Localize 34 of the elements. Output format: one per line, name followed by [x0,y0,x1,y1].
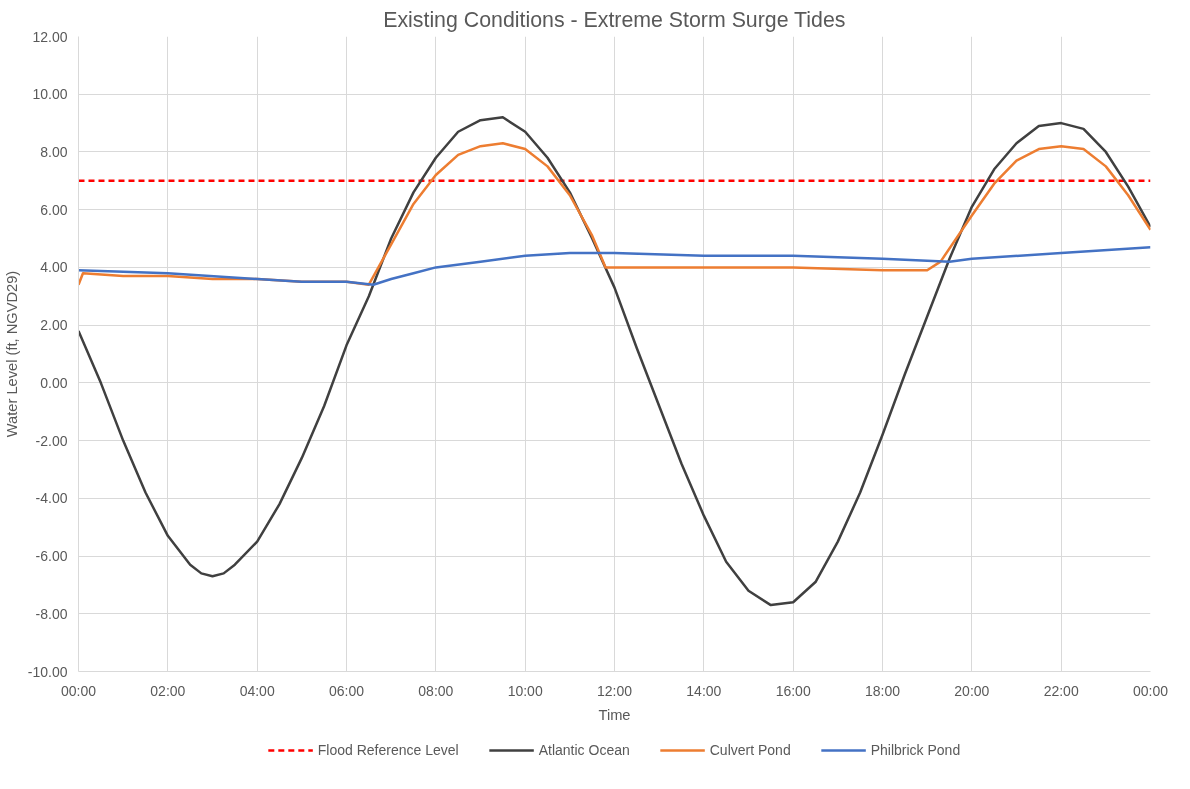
y-tick-label: 8.00 [40,143,68,160]
x-tick-label: 02:00 [150,682,186,699]
legend-label: Philbrick Pond [870,742,961,758]
y-tick-label: -10.00 [27,663,68,680]
y-tick-label: 2.00 [40,317,68,334]
x-tick-label: 20:00 [954,682,990,699]
x-tick-label: 18:00 [864,682,901,699]
line-series [78,116,1151,607]
y-tick-label: -6.00 [35,548,68,565]
x-tick-label: 00:00 [60,682,97,699]
y-tick-label: 12.00 [32,28,68,45]
x-axis-title: Time [598,706,631,723]
y-tick-label: -8.00 [35,605,68,622]
x-tick-label: 16:00 [775,682,811,699]
x-tick-label: 14:00 [686,682,722,699]
x-tick-label: 12:00 [596,682,633,699]
y-tick-label: 0.00 [40,374,68,391]
legend-label: Culvert Pond [709,742,791,758]
y-tick-label: 4.00 [40,259,68,276]
x-tick-label: 22:00 [1043,682,1079,699]
y-tick-label: -2.00 [35,432,68,449]
y-tick-label: 10.00 [32,86,68,103]
x-tick-label: 04:00 [239,682,275,699]
y-tick-label: 6.00 [40,201,68,218]
line-series [78,245,1151,286]
x-tick-label: 08:00 [418,682,454,699]
legend-label: Atlantic Ocean [538,742,630,758]
chart-title: Existing Conditions - Extreme Storm Surge Tides [383,7,846,32]
x-tick-label: 00:00 [1132,682,1169,699]
legend-label: Flood Reference Level [317,742,459,758]
y-axis-title: Water Level (ft, NGVD29) [3,270,20,438]
y-tick-label: -4.00 [35,490,68,507]
x-tick-label: 10:00 [507,682,543,699]
x-tick-label: 06:00 [328,682,365,699]
